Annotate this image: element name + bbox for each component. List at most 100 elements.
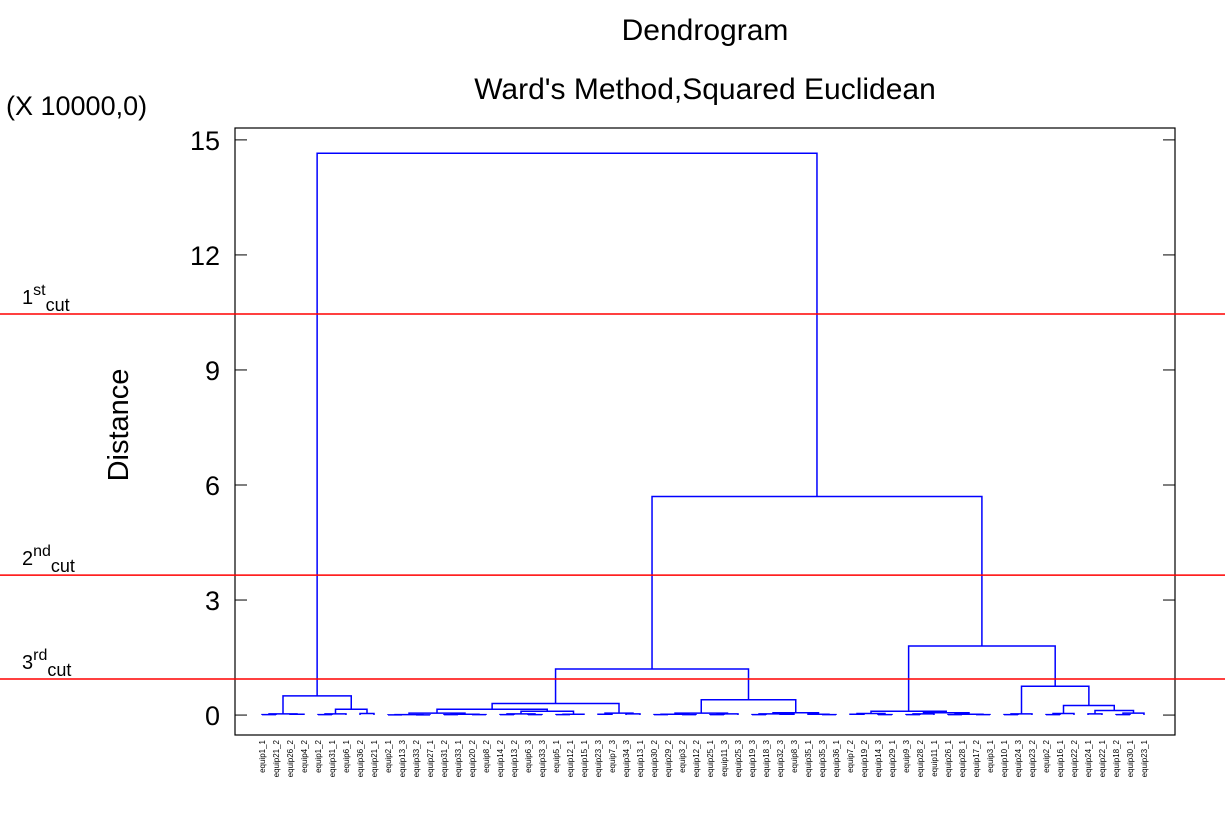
leaf-label: equip15_1 [580, 739, 589, 777]
leaf-label: equip31_2 [440, 739, 449, 777]
merge-link [807, 713, 830, 716]
leaf-label: equip35_3 [818, 739, 827, 777]
leaf-label: equip34_3 [622, 739, 631, 777]
merge-link [1062, 704, 1115, 714]
merge-link [1087, 713, 1103, 716]
leaf-label: equip29_1 [888, 739, 897, 777]
merge-link [562, 713, 585, 716]
cut-label: 1stcut [22, 282, 70, 315]
merge-link [334, 708, 368, 714]
cut-sup: nd [33, 543, 51, 560]
merge-link [856, 712, 886, 715]
leaf-label: equip30_2 [650, 739, 659, 777]
leaf-label: equip25_1 [706, 739, 715, 777]
leaf-label: equip23_2 [1028, 739, 1037, 777]
leaf-label: equip7_2 [846, 739, 855, 772]
leaf-label: equip17_2 [972, 739, 981, 777]
leaf-label: equip32_3 [776, 739, 785, 777]
leaf-label: equip27_1 [426, 739, 435, 777]
merge-link [554, 668, 750, 704]
y-tick-label: 0 [205, 701, 220, 731]
cut-label: 3rdcut [22, 647, 71, 680]
leaf-label: equip12_2 [692, 739, 701, 777]
leaf-label: equip21_2 [272, 739, 281, 777]
merge-link [316, 152, 818, 696]
cut-base: 2 [22, 548, 33, 570]
merge-link [849, 713, 865, 716]
leaf-label: equip33_2 [412, 739, 421, 777]
merge-link [700, 698, 797, 714]
leaf-label: equip28_1 [958, 739, 967, 777]
merge-link [436, 708, 548, 714]
leaf-label: equip19_3 [748, 739, 757, 777]
merge-link [359, 712, 375, 716]
y-tick-label: 15 [190, 126, 220, 156]
leaf-label: equip24_1 [1084, 739, 1093, 777]
leaf-label: equip3_1 [986, 739, 995, 772]
cut-sup: st [33, 282, 46, 299]
merge-link [922, 712, 970, 715]
merge-link [1052, 712, 1075, 716]
leaf-label: equip33_1 [454, 739, 463, 777]
leaf-label: equip8_3 [790, 739, 799, 772]
merge-link [758, 713, 788, 715]
leaf-label: equip14_2 [496, 739, 505, 777]
leaf-label: equip36_1 [832, 739, 841, 777]
plot-frame [234, 127, 1176, 736]
y-axis-label: Distance [103, 369, 135, 482]
leaf-label: equip19_2 [860, 739, 869, 777]
y-tick-label: 6 [205, 471, 220, 501]
leaf-label: equip28_2 [916, 739, 925, 777]
leaf-label: equip1_2 [314, 739, 323, 772]
chart-subtitle: Ward's Method,Squared Euclidean [474, 73, 936, 106]
leaf-label: equip12_1 [566, 739, 575, 777]
leaf-label: equip2_2 [1042, 739, 1051, 772]
leaf-label: equip35_1 [804, 739, 813, 777]
leaf-label: equip5_1 [552, 739, 561, 772]
leaf-label: equip13_1 [636, 739, 645, 777]
merge-link [268, 713, 298, 715]
leaf-label: equip1_1 [258, 739, 267, 772]
y-tick-label: 12 [190, 241, 220, 271]
leaf-label: equip26_2 [286, 739, 295, 777]
cut-sub: cut [46, 295, 70, 315]
leaf-label: equip20_2 [468, 739, 477, 777]
cut-sub: cut [47, 660, 71, 680]
merge-link [506, 713, 536, 715]
leaf-label: equip2_1 [384, 739, 393, 772]
leaf-label: equip6_3 [524, 739, 533, 772]
leaf-label: equip23_3 [594, 739, 603, 777]
cut-sub: cut [51, 556, 75, 576]
cut-base: 1 [22, 287, 33, 309]
leaf-label: equip7_3 [608, 739, 617, 772]
leaf-label: equip4_2 [300, 739, 309, 772]
leaf-label: equip25_3 [734, 739, 743, 777]
leaf-label: equip23_1 [1140, 739, 1149, 777]
axis-multiplier: (X 10000,0) [6, 91, 147, 121]
leaf-label: equip10_1 [1000, 739, 1009, 777]
leaf-label: equip21_1 [370, 739, 379, 777]
merge-link [625, 713, 641, 716]
cut-label: 2ndcut [22, 543, 75, 576]
leaf-label: equip33_3 [538, 739, 547, 777]
leaf-label: equip30_1 [1126, 739, 1135, 777]
leaf-label: equip14_3 [874, 739, 883, 777]
leaf-label: equip11_1 [930, 739, 939, 776]
merge-link [1020, 685, 1090, 714]
leaf-label: equip11_3 [720, 739, 729, 776]
cut-sup: rd [33, 647, 47, 664]
cut-base: 3 [22, 652, 33, 674]
merge-link [772, 712, 820, 715]
leaf-label: equip16_1 [1056, 739, 1065, 777]
leaf-label: equip18_3 [762, 739, 771, 777]
merge-link [651, 495, 983, 670]
merge-link [597, 713, 613, 716]
merge-link [282, 695, 352, 714]
y-tick-label: 9 [205, 356, 220, 386]
leaf-label: equip3_2 [678, 739, 687, 772]
leaf-label: equip26_1 [944, 739, 953, 777]
leaf-label: equip13_3 [398, 739, 407, 777]
leaf-label: equip8_2 [482, 739, 491, 772]
leaf-label: equip36_2 [356, 739, 365, 777]
